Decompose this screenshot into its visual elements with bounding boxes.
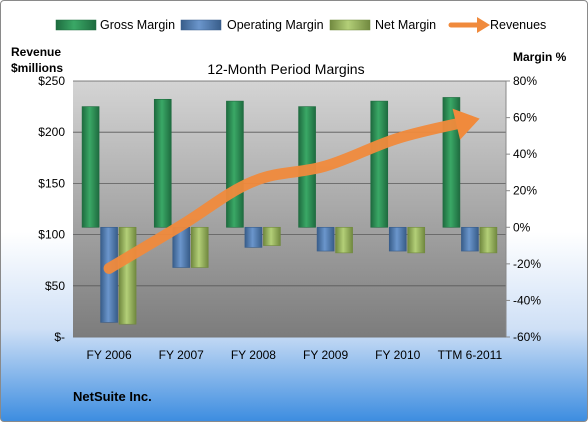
- operating-margin-bar: [316, 226, 335, 252]
- right-tick-label: -20%: [513, 257, 541, 271]
- operating-margin-bar: [244, 226, 263, 248]
- revenue-line-layer: [103, 108, 480, 274]
- legend-operating-margin: Operating Margin: [227, 18, 324, 32]
- right-tick-label: -60%: [513, 330, 541, 344]
- left-tick-label: $50: [45, 279, 65, 293]
- legend-revenues: Revenues: [490, 18, 546, 32]
- left-tick-label: $200: [38, 125, 65, 139]
- net-margin-bar: [335, 226, 353, 254]
- right-tick-label: 60%: [513, 111, 537, 125]
- category-label: FY 2007: [159, 348, 204, 362]
- operating-margin-bar: [461, 226, 479, 252]
- legend-net-margin: Net Margin: [375, 18, 436, 32]
- legend-swatch-net-margin: [329, 19, 371, 31]
- legend-arrow-revenues: [477, 17, 490, 33]
- right-tick-label: -40%: [513, 293, 541, 307]
- legend-gross-margin: Gross Margin: [100, 18, 175, 32]
- net-margin-bar: [118, 226, 137, 325]
- revenue-arrowhead: [452, 108, 480, 140]
- left-tick-label: $150: [38, 176, 65, 190]
- net-margin-bar: [407, 226, 426, 254]
- left-tick-label: $100: [38, 228, 65, 242]
- right-tick-label: 0%: [513, 220, 531, 234]
- category-label: FY 2006: [87, 348, 132, 362]
- left-tick-label: $-: [54, 330, 65, 344]
- right-tick-label: 20%: [513, 184, 537, 198]
- left-tick-label: $250: [38, 74, 65, 88]
- category-label: TTM 6-2011: [438, 348, 503, 362]
- legend-swatch-operating-margin: [180, 19, 222, 31]
- category-label: FY 2010: [375, 348, 420, 362]
- gross-margin-bar: [370, 100, 389, 228]
- gross-margin-bar: [153, 98, 172, 228]
- gross-margin-bar: [81, 106, 100, 228]
- left-axis-title-line1: Revenue: [11, 45, 61, 59]
- axes-layer: $- $50 $100 $150 $200 $250 -60% -40% -20% 0% 20% 40…: [38, 74, 541, 362]
- operating-margin-bar: [100, 226, 118, 323]
- net-margin-bar: [190, 226, 209, 268]
- net-margin-bar: [263, 226, 281, 246]
- legend-swatch-gross-margin: [55, 19, 97, 31]
- revenue-line: [103, 115, 476, 274]
- right-tick-label: 40%: [513, 147, 537, 161]
- plot-area: [73, 81, 506, 337]
- legend: Gross Margin Operating Margin Net Margin…: [55, 17, 546, 33]
- operating-margin-bar: [388, 226, 407, 252]
- category-label: FY 2008: [231, 348, 276, 362]
- right-tick-label: 80%: [513, 74, 537, 88]
- net-margin-bar: [479, 226, 498, 254]
- gross-margin-bar: [226, 100, 244, 228]
- company-name: NetSuite Inc.: [73, 389, 152, 404]
- left-axis-title-line2: $millions: [11, 61, 63, 75]
- chart-title: 12-Month Period Margins: [207, 61, 364, 77]
- right-axis-title: Margin %: [513, 50, 567, 64]
- category-label: FY 2009: [303, 348, 348, 362]
